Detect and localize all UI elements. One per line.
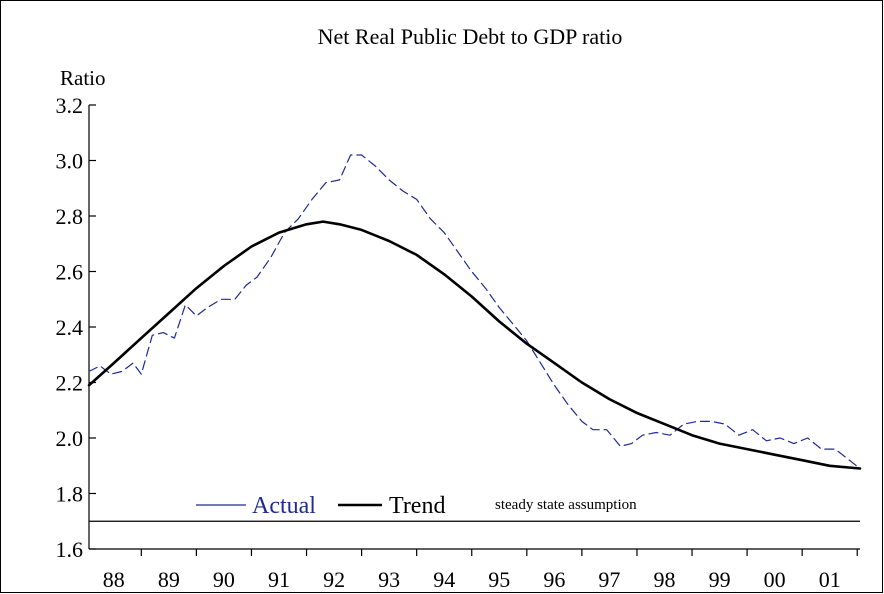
x-tick-label: 99 (709, 567, 731, 592)
x-tick-label: 92 (323, 567, 345, 592)
y-tick-label: 1.8 (56, 482, 84, 507)
axis-lines (88, 105, 860, 550)
y-tick-label: 1.6 (56, 537, 84, 562)
x-tick-label: 91 (268, 567, 290, 592)
y-axis-label: Ratio (60, 66, 106, 90)
legend-label-trend: Trend (389, 493, 445, 519)
y-tick-label: 2.8 (56, 204, 84, 229)
series-group (87, 154, 862, 470)
x-tick-label: 93 (378, 567, 400, 592)
y-tick-label: 2.2 (56, 371, 84, 396)
x-tick-label: 90 (213, 567, 235, 592)
series-line-trend (87, 220, 862, 470)
y-tick-label: 2.0 (56, 426, 84, 451)
x-tick-label: 88 (103, 567, 125, 592)
y-tick-label: 2.4 (56, 315, 84, 340)
x-tick-label: 96 (543, 567, 565, 592)
y-axis-ticks: 1.6 1.8 2.0 2.2 2.4 2.6 2.8 3.0 3.2 (56, 93, 96, 562)
x-tick-label: 01 (819, 567, 841, 592)
x-tick-label: 89 (158, 567, 180, 592)
series-line-actual (88, 154, 861, 470)
chart-title: Net Real Public Debt to GDP ratio (318, 24, 623, 49)
steady-state-label: steady state assumption (495, 497, 637, 513)
x-tick-label: 00 (764, 567, 786, 592)
x-axis-ticks: 88 89 90 91 92 93 94 95 96 97 98 99 00 01 (103, 549, 858, 592)
y-tick-label: 2.6 (56, 260, 84, 285)
y-tick-label: 3.2 (56, 93, 84, 118)
x-tick-label: 97 (598, 567, 620, 592)
x-tick-label: 94 (433, 567, 455, 592)
x-tick-label: 95 (488, 567, 510, 592)
y-tick-label: 3.0 (56, 149, 84, 174)
x-tick-label: 98 (653, 567, 675, 592)
reference-line-group: steady state assumption (89, 497, 860, 522)
legend-label-actual: Actual (252, 493, 316, 519)
legend: Actual Trend (196, 493, 445, 519)
